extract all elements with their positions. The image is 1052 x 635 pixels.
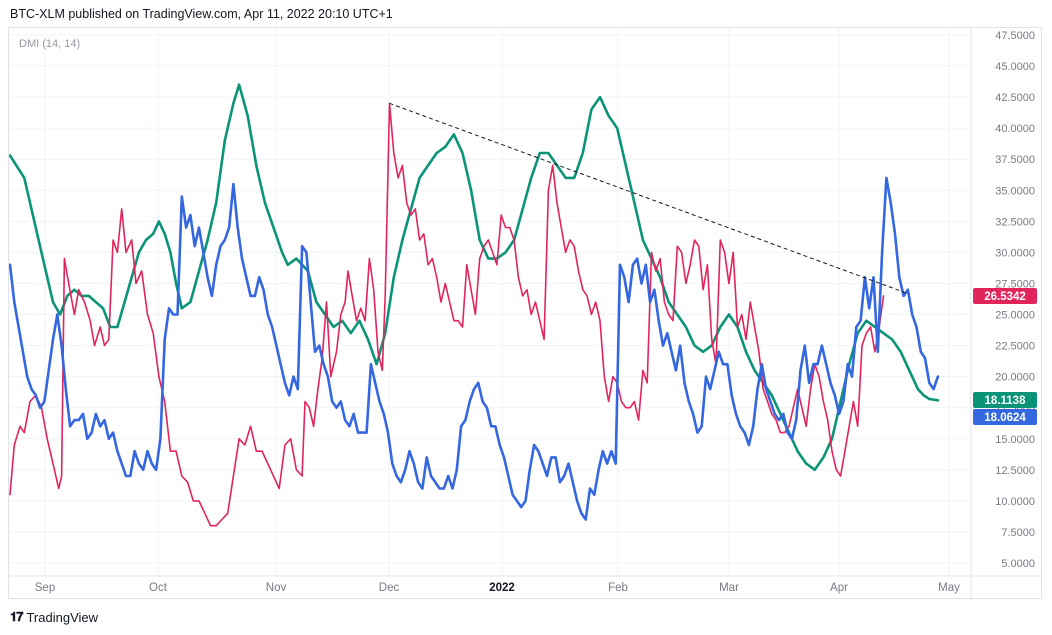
y-tick-label: 27.5000 [995,278,1035,290]
x-tick-label: Nov [266,582,287,594]
dmi-chart[interactable]: DMI (14, 14) 47.5000 45.0000 42.5000 40.000… [9,28,1043,600]
y-tick-label: 15.0000 [995,434,1035,446]
x-tick-label: Apr [830,582,848,594]
y-tick-label: 25.0000 [995,310,1035,322]
x-tick-label: Oct [149,582,168,594]
adx-last-value-badge [973,392,1037,408]
x-tick-label: 2022 [489,582,515,594]
plus_di-series-line [9,176,940,521]
x-tick-label: Feb [608,582,628,594]
chart-frame[interactable]: DMI (14, 14) 47.5000 45.0000 42.5000 40.000… [8,27,1043,600]
time-axis[interactable]: Sep Oct Nov Dec 2022 Feb Mar Apr May [9,575,1043,594]
y-tick-label: 37.5000 [995,154,1035,166]
trendline-layer[interactable] [389,102,910,295]
x-tick-label: May [938,582,960,594]
chart-publish-header: BTC-XLM published on TradingView.com, Ap… [10,7,393,21]
y-tick-label: 5.0000 [1001,558,1035,570]
adx-series-line [9,83,940,472]
y-tick-label: 42.5000 [995,92,1035,104]
minus_di-last-value-badge [973,288,1037,304]
brand-name: TradingView [26,609,99,625]
tradingview-logo-icon: 𝟏𝟕 [10,609,24,624]
adx-last-value-label: 18.1138 [985,395,1027,407]
resistance-trendline[interactable] [389,102,910,295]
price-axis[interactable]: 47.5000 45.0000 42.5000 40.0000 37.5000 35.00… [970,28,1035,600]
y-tick-label: 22.5000 [995,341,1035,353]
plus_di-last-value-label: 18.0624 [984,412,1026,424]
minus_di-series-line [9,102,885,527]
x-tick-label: Mar [719,582,739,594]
last-value-labels: 26.5342 18.1138 18.0624 [973,288,1037,425]
y-tick-label: 30.0000 [995,247,1035,259]
plus_di-last-value-badge [973,409,1037,425]
y-tick-label: 12.5000 [995,465,1035,477]
y-tick-label: 35.0000 [995,185,1035,197]
minus_di-last-value-label: 26.5342 [984,291,1026,303]
y-tick-label: 45.0000 [995,61,1035,73]
y-tick-label: 20.0000 [995,372,1035,384]
y-tick-label: 40.0000 [995,123,1035,135]
y-tick-label: 10.0000 [995,496,1035,508]
y-tick-label: 47.5000 [995,30,1035,42]
grid-lines [9,28,971,576]
y-tick-label: 32.5000 [995,216,1035,228]
x-tick-label: Sep [35,582,55,594]
series-layer [9,83,940,527]
x-tick-label: Dec [379,582,400,594]
indicator-title: DMI (14, 14) [19,38,80,50]
y-tick-label: 7.5000 [1001,527,1035,539]
tradingview-logo[interactable]: 𝟏𝟕 TradingView [10,609,98,625]
